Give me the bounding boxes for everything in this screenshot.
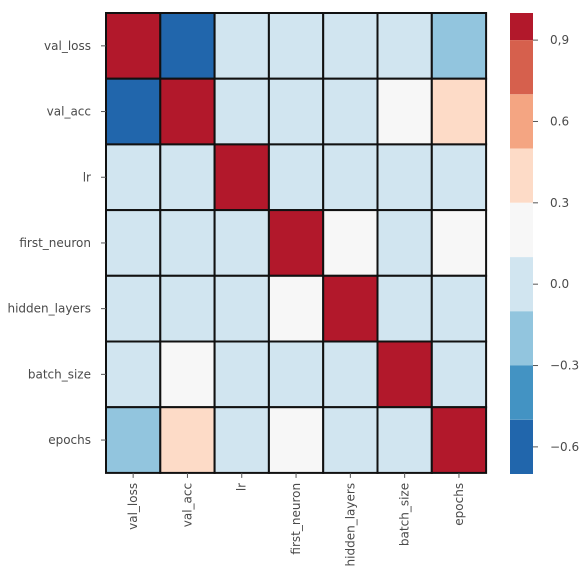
heatmap-cell-first_neuron-batch_size xyxy=(376,209,433,277)
colorbar-bin-2 xyxy=(510,94,533,149)
colorbar-bin-0 xyxy=(510,13,533,41)
heatmap-cell-val_acc-epochs xyxy=(430,77,488,146)
heatmap-cell-lr-val_loss xyxy=(105,143,162,212)
colorbar-tick-label: 0,9 xyxy=(550,33,569,47)
heatmap-cell-epochs-val_acc xyxy=(159,406,216,474)
heatmap-cell-lr-lr xyxy=(213,143,270,212)
heatmap-cell-hidden_layers-first_neuron xyxy=(267,274,325,343)
heatmap-cell-first_neuron-epochs xyxy=(430,209,488,277)
heatmap-cell-val_acc-first_neuron xyxy=(267,77,325,146)
colorbar-tick-label: 0.6 xyxy=(550,114,569,128)
heatmap-cell-lr-hidden_layers xyxy=(322,143,379,212)
row-label-batch_size: batch_size xyxy=(28,367,91,381)
heatmap-cell-lr-epochs xyxy=(430,143,488,212)
heatmap-cell-batch_size-val_loss xyxy=(105,340,162,409)
colorbar-tick-label: 0.0 xyxy=(550,277,569,291)
colorbar-bin-8 xyxy=(510,419,533,474)
heatmap-cell-epochs-first_neuron xyxy=(267,406,325,474)
column-label-lr: lr xyxy=(235,483,249,491)
column-label-batch_size: batch_size xyxy=(398,483,412,546)
colorbar-tick-label: 0.3 xyxy=(550,196,569,210)
colorbar: 0,9 0.6 0.3 0.0 −0.3 −0.6 xyxy=(510,13,579,474)
heatmap-cell-batch_size-epochs xyxy=(430,340,488,409)
heatmap-cell-epochs-epochs xyxy=(430,406,488,474)
heatmap-cell-hidden_layers-lr xyxy=(213,274,270,343)
heatmap-cell-val_loss-batch_size xyxy=(376,12,433,80)
heatmap-cell-batch_size-first_neuron xyxy=(267,340,325,409)
heatmap-cell-epochs-lr xyxy=(213,406,270,474)
column-label-val_acc: val_acc xyxy=(180,483,194,527)
heatmap-cell-val_acc-batch_size xyxy=(376,77,433,146)
row-label-lr: lr xyxy=(83,170,91,184)
heatmap-cell-val_acc-val_acc xyxy=(159,77,216,146)
heatmap-cell-epochs-val_loss xyxy=(105,406,162,474)
heatmap-cell-first_neuron-val_acc xyxy=(159,209,216,277)
row-label-hidden_layers: hidden_layers xyxy=(7,302,91,316)
heatmap-cell-lr-val_acc xyxy=(159,143,216,212)
heatmap-cell-lr-first_neuron xyxy=(267,143,325,212)
colorbar-bin-6 xyxy=(510,311,533,366)
row-label-epochs: epochs xyxy=(48,433,91,447)
heatmap-cell-val_loss-lr xyxy=(213,12,270,80)
colorbar-tick-label: −0.6 xyxy=(550,440,579,454)
heatmap-cell-first_neuron-hidden_layers xyxy=(322,209,379,277)
heatmap-cell-hidden_layers-epochs xyxy=(430,274,488,343)
row-label-first_neuron: first_neuron xyxy=(19,236,91,250)
heatmap-cell-batch_size-val_acc xyxy=(159,340,216,409)
heatmap-cell-val_acc-lr xyxy=(213,77,270,146)
heatmap-cell-epochs-batch_size xyxy=(376,406,433,474)
heatmap-cell-hidden_layers-val_loss xyxy=(105,274,162,343)
heatmap-cell-val_loss-first_neuron xyxy=(267,12,325,80)
heatmap-cell-batch_size-batch_size xyxy=(376,340,433,409)
column-label-val_loss: val_loss xyxy=(126,483,140,530)
row-label-val_loss: val_loss xyxy=(44,39,91,53)
heatmap-cell-val_loss-val_acc xyxy=(159,12,216,80)
heatmap-cell-epochs-hidden_layers xyxy=(322,406,379,474)
column-labels: val_loss val_acc lr first_neuron hidden_laye… xyxy=(126,472,466,567)
heatmap-cell-hidden_layers-val_acc xyxy=(159,274,216,343)
heatmap-cell-val_loss-val_loss xyxy=(105,12,162,80)
heatmap-cell-batch_size-hidden_layers xyxy=(322,340,379,409)
colorbar-bin-1 xyxy=(510,40,533,95)
heatmap-cell-first_neuron-first_neuron xyxy=(267,209,325,277)
column-label-hidden_layers: hidden_layers xyxy=(343,483,357,567)
column-label-first_neuron: first_neuron xyxy=(289,483,303,555)
heatmap-cell-val_loss-hidden_layers xyxy=(322,12,379,80)
heatmap-cell-first_neuron-val_loss xyxy=(105,209,162,277)
heatmap-cell-first_neuron-lr xyxy=(213,209,270,277)
heatmap-cell-val_loss-epochs xyxy=(430,12,488,80)
heatmap-cells xyxy=(105,12,488,474)
row-label-val_acc: val_acc xyxy=(47,105,91,119)
heatmap-cell-hidden_layers-batch_size xyxy=(376,274,433,343)
colorbar-bin-3 xyxy=(510,148,533,203)
colorbar-bin-5 xyxy=(510,257,533,312)
heatmap-cell-val_acc-val_loss xyxy=(105,77,162,146)
heatmap-cell-batch_size-lr xyxy=(213,340,270,409)
heatmap-cell-val_acc-hidden_layers xyxy=(322,77,379,146)
heatmap-cell-lr-batch_size xyxy=(376,143,433,212)
colorbar-bin-7 xyxy=(510,365,533,420)
colorbar-tick-label: −0.3 xyxy=(550,359,579,373)
column-label-epochs: epochs xyxy=(452,483,466,526)
heatmap-cell-hidden_layers-hidden_layers xyxy=(322,274,379,343)
colorbar-bin-4 xyxy=(510,202,533,257)
